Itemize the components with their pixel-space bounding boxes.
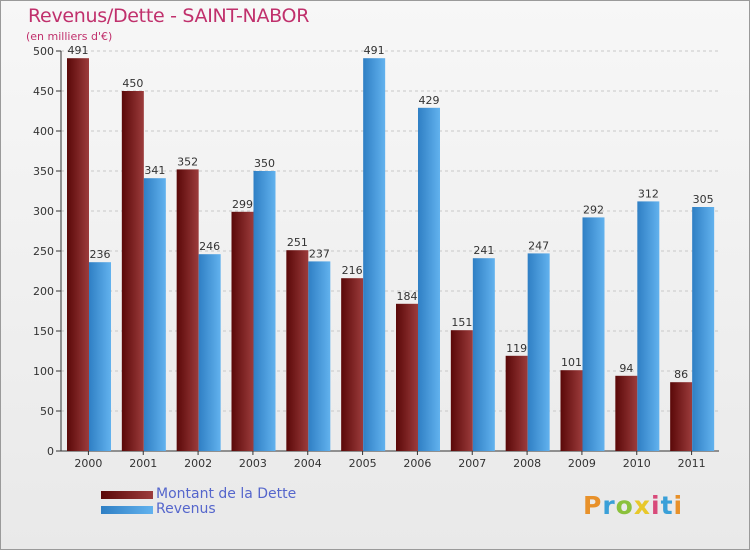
y-tick-label: 400: [33, 125, 54, 138]
data-label-revenue: 312: [638, 187, 659, 200]
legend-swatch-debt: [101, 490, 153, 499]
chart-title: Revenus/Dette - SAINT-NABOR: [28, 5, 310, 27]
x-tick-label: 2009: [568, 457, 596, 470]
x-tick-label: 2011: [678, 457, 706, 470]
bar-debt: [286, 250, 309, 451]
data-label-revenue: 246: [199, 240, 220, 253]
bar-debt: [176, 169, 199, 451]
bar-debt: [67, 58, 89, 451]
data-label-debt: 94: [619, 362, 633, 375]
bar-debt: [505, 355, 528, 451]
y-tick-label: 0: [47, 445, 54, 458]
bar-debt: [231, 211, 254, 451]
legend-swatch-revenue: [101, 505, 153, 514]
bar-debt: [450, 330, 473, 451]
logo-letter: o: [615, 491, 634, 520]
legend-item-revenue: Revenus: [101, 502, 296, 517]
data-label-revenue: 341: [144, 164, 165, 177]
y-tick-label: 300: [33, 205, 54, 218]
data-label-revenue: 491: [364, 44, 385, 57]
bar-revenue: [418, 107, 440, 452]
y-tick-label: 100: [33, 365, 54, 378]
logo-letter: i: [673, 491, 684, 520]
chart-subtitle: (en milliers d'€): [26, 30, 113, 43]
x-tick-label: 2000: [74, 457, 102, 470]
bar-debt: [670, 382, 693, 451]
x-tick-label: 2002: [184, 457, 212, 470]
legend-label-debt: Montant de la Dette: [156, 486, 297, 502]
data-label-revenue: 247: [528, 239, 549, 252]
data-label-debt: 101: [561, 356, 582, 369]
bar-revenue: [582, 217, 605, 451]
y-tick-label: 250: [33, 245, 54, 258]
logo-letter: i: [651, 491, 661, 520]
bar-revenue: [308, 261, 331, 451]
bar-debt: [341, 278, 364, 451]
logo-letter: r: [602, 491, 616, 520]
data-label-revenue: 305: [693, 193, 714, 206]
y-tick-label: 200: [33, 285, 54, 298]
y-tick-label: 450: [33, 85, 54, 98]
data-label-debt: 184: [397, 290, 418, 303]
legend-item-debt: Montant de la Dette: [101, 487, 296, 502]
bar-revenue: [527, 253, 550, 451]
x-tick-label: 2006: [403, 457, 431, 470]
data-label-revenue: 350: [254, 157, 275, 170]
bar-debt: [121, 91, 144, 451]
data-label-debt: 151: [451, 316, 472, 329]
bar-revenue: [692, 207, 715, 451]
x-tick-label: 2004: [294, 457, 322, 470]
data-label-revenue: 429: [419, 94, 440, 107]
x-tick-label: 2003: [239, 457, 267, 470]
data-label-revenue: 237: [309, 247, 330, 260]
data-label-debt: 251: [287, 236, 308, 249]
x-tick-label: 2005: [349, 457, 377, 470]
proxiti-logo: Proxiti: [583, 491, 683, 520]
x-tick-label: 2008: [513, 457, 541, 470]
bar-revenue: [253, 171, 276, 451]
data-label-debt: 299: [232, 198, 253, 211]
x-tick-label: 2007: [458, 457, 486, 470]
logo-letter: t: [660, 491, 674, 520]
data-label-debt: 86: [674, 368, 688, 381]
bar-revenue: [637, 201, 660, 451]
data-label-debt: 352: [177, 155, 198, 168]
bar-debt: [396, 303, 418, 451]
logo-letter: P: [583, 491, 603, 520]
data-label-debt: 450: [122, 77, 143, 90]
y-tick-label: 350: [33, 165, 54, 178]
legend: Montant de la Dette Revenus: [101, 487, 296, 517]
bar-revenue: [198, 254, 221, 451]
y-tick-label: 50: [40, 405, 54, 418]
data-label-revenue: 236: [90, 248, 111, 261]
x-tick-label: 2010: [623, 457, 651, 470]
data-label-revenue: 241: [473, 244, 494, 257]
data-label-debt: 119: [506, 342, 527, 355]
bar-debt: [560, 370, 583, 451]
legend-label-revenue: Revenus: [156, 501, 216, 517]
bar-debt: [615, 375, 638, 451]
data-label-debt: 216: [342, 264, 363, 277]
data-label-revenue: 292: [583, 203, 604, 216]
bar-revenue: [143, 178, 166, 451]
data-label-debt: 491: [68, 44, 89, 57]
x-tick-label: 2001: [129, 457, 157, 470]
bar-revenue: [363, 58, 386, 451]
y-tick-label: 500: [33, 45, 54, 58]
bar-revenue: [89, 262, 111, 451]
bar-revenue: [472, 258, 495, 451]
y-tick-label: 150: [33, 325, 54, 338]
logo-letter: x: [633, 491, 651, 520]
